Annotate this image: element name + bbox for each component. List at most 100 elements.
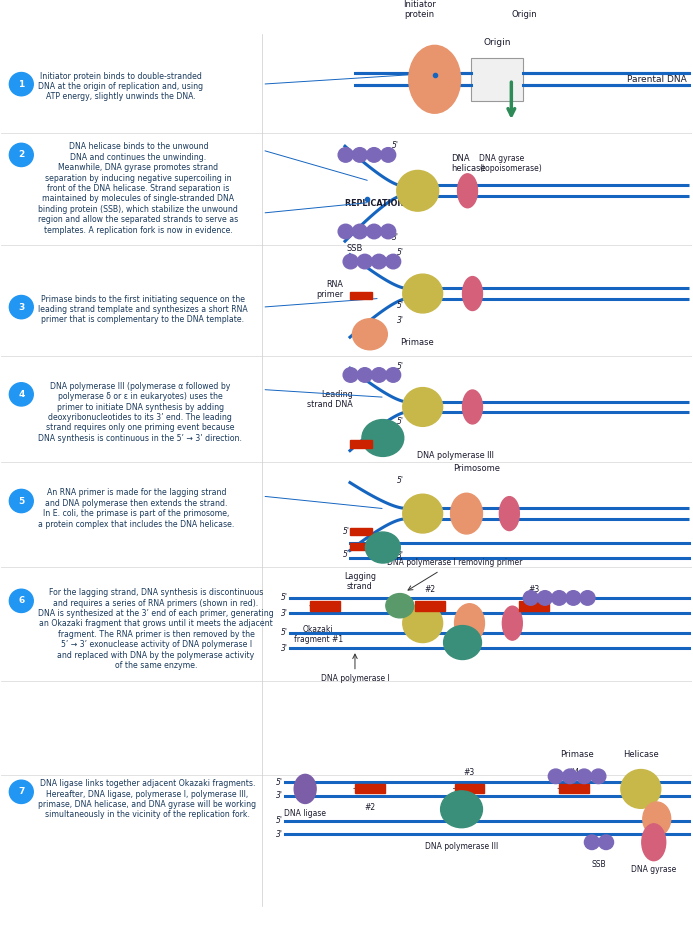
Text: 3': 3' xyxy=(392,233,398,242)
Text: Parental DNA: Parental DNA xyxy=(627,75,687,83)
Bar xyxy=(519,601,549,611)
Ellipse shape xyxy=(386,593,414,617)
Text: 5: 5 xyxy=(18,497,24,505)
Circle shape xyxy=(352,147,367,162)
Text: For the lagging strand, DNA synthesis is discontinuous
and requires a series of : For the lagging strand, DNA synthesis is… xyxy=(38,589,274,670)
Ellipse shape xyxy=(295,774,316,804)
Circle shape xyxy=(367,147,381,162)
Circle shape xyxy=(523,590,538,605)
Ellipse shape xyxy=(365,532,401,563)
Circle shape xyxy=(599,835,613,849)
Text: DNA ligase links together adjacent Okazaki fragments.
Hereafter, DNA ligase, pol: DNA ligase links together adjacent Okaza… xyxy=(38,780,256,819)
Text: 5': 5' xyxy=(397,476,404,485)
Text: 5': 5' xyxy=(397,417,404,426)
Text: RNA
primer: RNA primer xyxy=(316,280,343,299)
Circle shape xyxy=(10,489,33,513)
Ellipse shape xyxy=(457,174,477,208)
Text: Okazaki
fragment #1: Okazaki fragment #1 xyxy=(294,625,342,644)
Text: SSB: SSB xyxy=(346,244,363,253)
Text: 3': 3' xyxy=(281,644,288,653)
Text: 1: 1 xyxy=(18,80,24,89)
Text: Lagging
strand: Lagging strand xyxy=(344,572,376,591)
Text: 5': 5' xyxy=(397,248,404,258)
Text: DNA polymerase I: DNA polymerase I xyxy=(321,674,389,682)
Bar xyxy=(350,292,372,299)
Circle shape xyxy=(563,769,577,783)
Text: 5': 5' xyxy=(397,300,404,310)
Ellipse shape xyxy=(403,494,443,533)
Text: Primase: Primase xyxy=(400,337,434,347)
Ellipse shape xyxy=(502,606,523,641)
Bar xyxy=(559,784,589,793)
Ellipse shape xyxy=(643,802,671,836)
Circle shape xyxy=(338,224,353,239)
Bar xyxy=(296,783,314,794)
Text: 5': 5' xyxy=(281,593,288,603)
Text: Primase binds to the first initiating sequence on the
leading strand template an: Primase binds to the first initiating se… xyxy=(38,295,248,324)
Text: Primase: Primase xyxy=(560,750,594,759)
Bar xyxy=(350,543,372,551)
Bar xyxy=(350,527,372,535)
Circle shape xyxy=(343,368,358,382)
Text: DNA polymerase III (polymerase α followed by
polymerase δ or ε in eukaryotes) us: DNA polymerase III (polymerase α followe… xyxy=(38,382,243,443)
Circle shape xyxy=(10,72,33,95)
Text: SSB: SSB xyxy=(592,859,606,869)
Text: Initiator protein binds to double-stranded
DNA at the origin of replication and,: Initiator protein binds to double-strand… xyxy=(38,71,203,101)
Text: DNA
helicase: DNA helicase xyxy=(452,154,486,173)
Circle shape xyxy=(352,224,367,239)
Circle shape xyxy=(591,769,606,783)
Text: Helicase: Helicase xyxy=(623,750,658,759)
Text: 3': 3' xyxy=(397,551,404,560)
Circle shape xyxy=(10,590,33,613)
Circle shape xyxy=(338,147,353,162)
Ellipse shape xyxy=(397,171,439,211)
Text: 3': 3' xyxy=(397,432,404,440)
Circle shape xyxy=(10,781,33,804)
Ellipse shape xyxy=(409,45,461,113)
Text: 3': 3' xyxy=(277,830,283,839)
Ellipse shape xyxy=(403,274,443,313)
Circle shape xyxy=(343,254,358,269)
Text: 3: 3 xyxy=(18,302,24,311)
Ellipse shape xyxy=(362,420,404,456)
Text: 7: 7 xyxy=(18,787,24,796)
Bar xyxy=(455,784,484,793)
Circle shape xyxy=(380,224,396,239)
Ellipse shape xyxy=(500,497,519,530)
Text: 3': 3' xyxy=(277,792,283,800)
Ellipse shape xyxy=(642,824,666,860)
Text: 5': 5' xyxy=(281,629,288,638)
Text: #3: #3 xyxy=(464,768,475,777)
Ellipse shape xyxy=(450,493,482,534)
Ellipse shape xyxy=(462,390,482,424)
Text: DNA polymerase III: DNA polymerase III xyxy=(416,451,493,460)
Ellipse shape xyxy=(403,603,443,642)
Circle shape xyxy=(386,368,401,382)
Circle shape xyxy=(371,254,387,269)
Text: 6: 6 xyxy=(18,596,24,605)
Circle shape xyxy=(577,769,592,783)
Bar xyxy=(355,784,385,793)
Circle shape xyxy=(358,254,372,269)
Ellipse shape xyxy=(462,276,482,311)
Ellipse shape xyxy=(444,626,482,659)
Text: DNA ligase: DNA ligase xyxy=(284,809,326,819)
Circle shape xyxy=(10,144,33,167)
Bar xyxy=(350,440,372,448)
Text: 4: 4 xyxy=(18,390,24,399)
Text: An RNA primer is made for the lagging strand
and DNA polymerase then extends the: An RNA primer is made for the lagging st… xyxy=(38,489,235,528)
Text: DNA polymerase III: DNA polymerase III xyxy=(425,843,498,851)
Text: 3': 3' xyxy=(281,609,288,618)
Text: 5': 5' xyxy=(343,527,350,536)
Text: Origin: Origin xyxy=(484,38,511,47)
Text: 3': 3' xyxy=(397,316,404,325)
Circle shape xyxy=(10,383,33,406)
Text: REPLICATION FORK: REPLICATION FORK xyxy=(345,198,431,208)
Ellipse shape xyxy=(353,319,387,349)
Circle shape xyxy=(367,224,381,239)
Circle shape xyxy=(10,296,33,319)
Text: 2: 2 xyxy=(18,150,24,159)
Circle shape xyxy=(358,368,372,382)
Ellipse shape xyxy=(403,387,443,426)
Text: Primosome: Primosome xyxy=(453,464,500,473)
